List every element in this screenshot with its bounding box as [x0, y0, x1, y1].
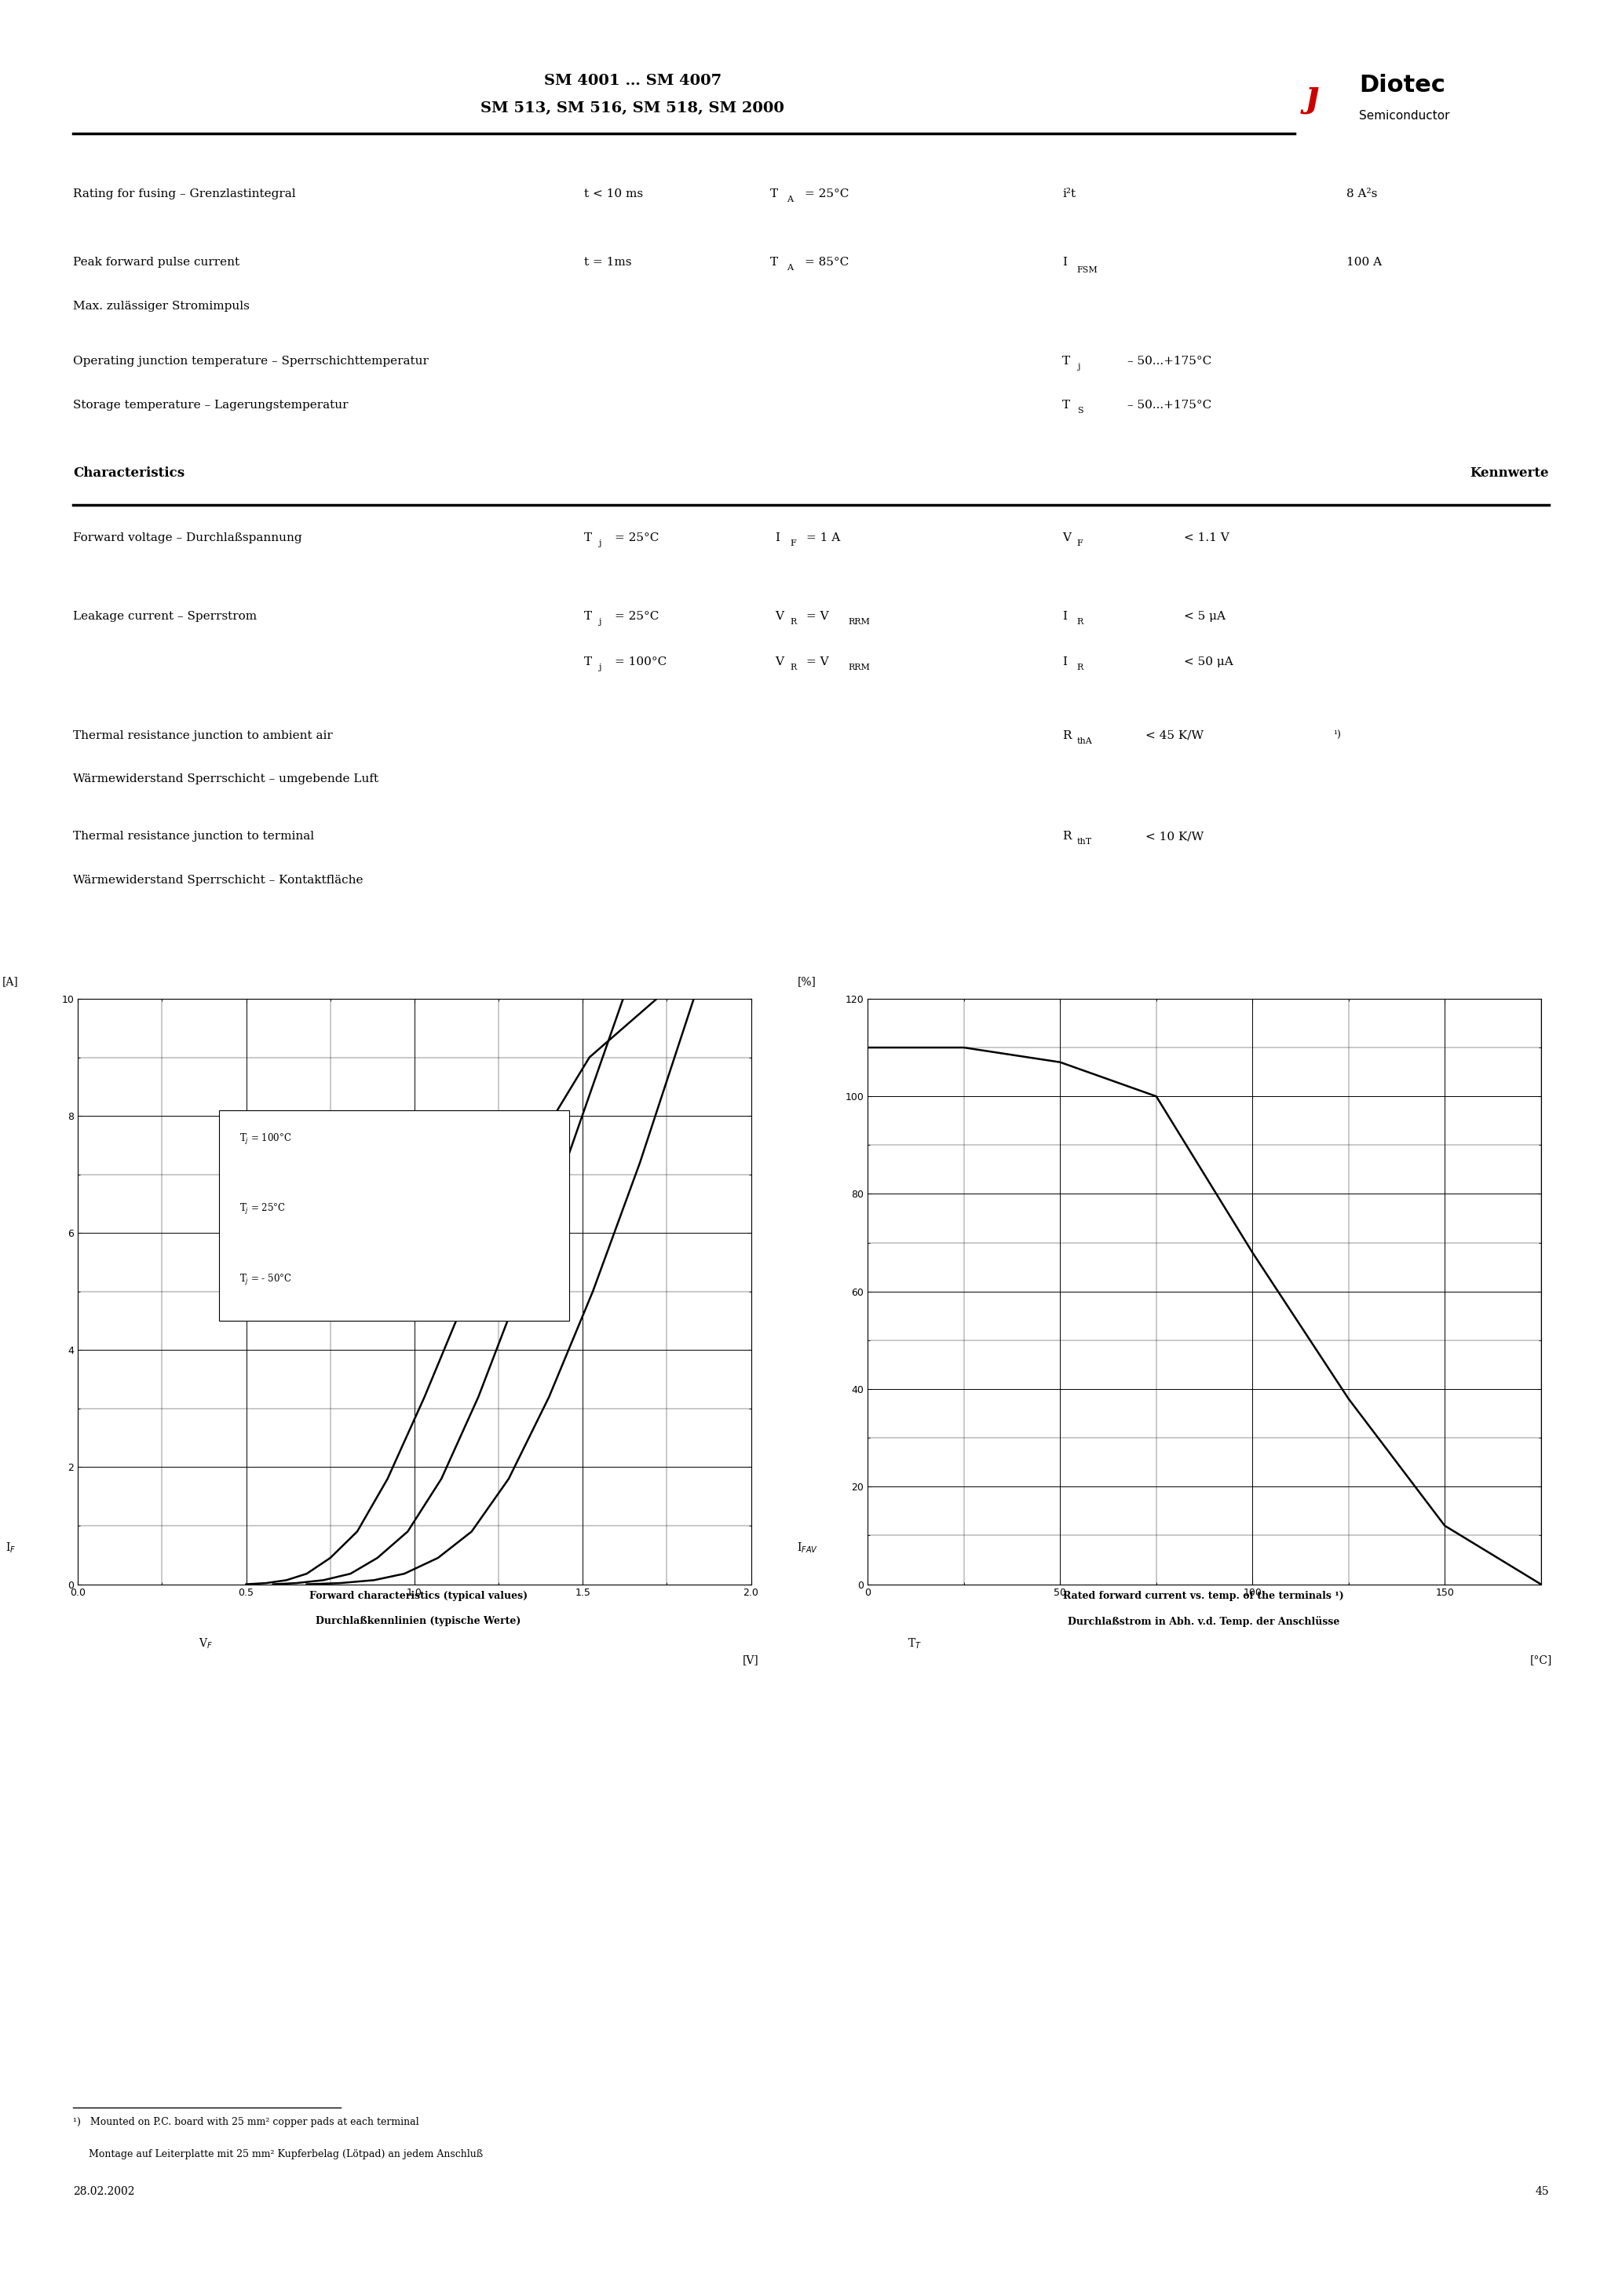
Text: = 1 A: = 1 A	[806, 533, 840, 544]
Text: = 100°C: = 100°C	[615, 657, 667, 668]
Text: thA: thA	[1077, 737, 1093, 744]
Text: 45: 45	[1534, 2186, 1549, 2197]
Text: Wärmewiderstand Sperrschicht – Kontaktfläche: Wärmewiderstand Sperrschicht – Kontaktfl…	[73, 875, 363, 886]
Text: I: I	[1062, 657, 1067, 668]
Text: Rating for fusing – Grenzlastintegral: Rating for fusing – Grenzlastintegral	[73, 188, 295, 200]
Text: V: V	[775, 657, 783, 668]
Text: Montage auf Leiterplatte mit 25 mm² Kupferbelag (Lötpad) an jedem Anschluß: Montage auf Leiterplatte mit 25 mm² Kupf…	[73, 2149, 483, 2158]
Text: RRM: RRM	[848, 664, 869, 670]
Text: T$_j$ = 100°C: T$_j$ = 100°C	[240, 1132, 292, 1146]
Text: SM 513, SM 516, SM 518, SM 2000: SM 513, SM 516, SM 518, SM 2000	[480, 101, 785, 115]
Text: [A]: [A]	[2, 976, 19, 987]
Text: < 5 μA: < 5 μA	[1184, 611, 1226, 622]
Text: Wärmewiderstand Sperrschicht – umgebende Luft: Wärmewiderstand Sperrschicht – umgebende…	[73, 774, 378, 785]
Text: Rated forward current vs. temp. of the terminals ¹): Rated forward current vs. temp. of the t…	[1062, 1591, 1345, 1600]
Text: I$_{FAV}$: I$_{FAV}$	[796, 1541, 817, 1554]
Text: Forward voltage – Durchlaßspannung: Forward voltage – Durchlaßspannung	[73, 533, 302, 544]
Text: T$_j$ = - 50°C: T$_j$ = - 50°C	[240, 1272, 292, 1286]
Text: F: F	[1077, 540, 1083, 546]
Text: RRM: RRM	[848, 618, 869, 625]
Text: Thermal resistance junction to terminal: Thermal resistance junction to terminal	[73, 831, 315, 843]
Text: = 25°C: = 25°C	[615, 611, 659, 622]
Text: Durchlaßkennlinien (typische Werte): Durchlaßkennlinien (typische Werte)	[316, 1616, 521, 1626]
Text: j: j	[599, 540, 602, 546]
Text: A: A	[787, 195, 793, 202]
Text: R: R	[1062, 831, 1072, 843]
Text: T: T	[1062, 400, 1071, 411]
Text: R: R	[790, 664, 796, 670]
Text: I: I	[1062, 257, 1067, 269]
Text: Durchlaßstrom in Abh. v.d. Temp. der Anschlüsse: Durchlaßstrom in Abh. v.d. Temp. der Ans…	[1067, 1616, 1340, 1628]
Text: t = 1ms: t = 1ms	[584, 257, 631, 269]
Text: Kennwerte: Kennwerte	[1470, 466, 1549, 480]
Text: 28.02.2002: 28.02.2002	[73, 2186, 135, 2197]
Text: ¹)   Mounted on P.C. board with 25 mm² copper pads at each terminal: ¹) Mounted on P.C. board with 25 mm² cop…	[73, 2117, 418, 2126]
Text: Forward characteristics (typical values): Forward characteristics (typical values)	[310, 1591, 527, 1600]
Text: Leakage current – Sperrstrom: Leakage current – Sperrstrom	[73, 611, 256, 622]
Text: < 1.1 V: < 1.1 V	[1184, 533, 1229, 544]
Text: ȷ: ȷ	[1306, 78, 1319, 115]
Text: = 85°C: = 85°C	[805, 257, 848, 269]
Text: I$_F$: I$_F$	[5, 1541, 16, 1554]
Text: = 25°C: = 25°C	[615, 533, 659, 544]
Text: Max. zulässiger Stromimpuls: Max. zulässiger Stromimpuls	[73, 301, 250, 312]
Text: = 25°C: = 25°C	[805, 188, 848, 200]
Text: S: S	[1077, 406, 1083, 413]
Text: < 10 K/W: < 10 K/W	[1145, 831, 1204, 843]
Text: T: T	[770, 188, 779, 200]
Text: Peak forward pulse current: Peak forward pulse current	[73, 257, 240, 269]
Text: T: T	[584, 611, 592, 622]
Text: j: j	[599, 618, 602, 625]
Text: – 50...+175°C: – 50...+175°C	[1127, 356, 1212, 367]
Text: T$_j$ = 25°C: T$_j$ = 25°C	[240, 1203, 285, 1217]
Text: Diotec: Diotec	[1359, 73, 1445, 96]
Text: FSM: FSM	[1077, 266, 1098, 273]
Text: = V: = V	[806, 611, 829, 622]
Text: A: A	[787, 264, 793, 271]
Text: I: I	[1062, 611, 1067, 622]
Text: R: R	[1077, 664, 1083, 670]
Text: T$_T$: T$_T$	[908, 1637, 921, 1651]
Text: < 45 K/W: < 45 K/W	[1145, 730, 1204, 742]
Text: j: j	[1077, 363, 1080, 370]
Text: < 50 μA: < 50 μA	[1184, 657, 1233, 668]
Text: R: R	[1077, 618, 1083, 625]
Text: ¹): ¹)	[1333, 730, 1341, 739]
Text: SM 4001 … SM 4007: SM 4001 … SM 4007	[543, 73, 722, 87]
Text: [°C]: [°C]	[1530, 1655, 1552, 1665]
Text: t < 10 ms: t < 10 ms	[584, 188, 642, 200]
Text: [V]: [V]	[743, 1655, 759, 1665]
Text: I: I	[775, 533, 780, 544]
Text: i²t: i²t	[1062, 188, 1075, 200]
Text: Storage temperature – Lagerungstemperatur: Storage temperature – Lagerungstemperatu…	[73, 400, 349, 411]
Text: = V: = V	[806, 657, 829, 668]
Text: Operating junction temperature – Sperrschichttemperatur: Operating junction temperature – Sperrsc…	[73, 356, 428, 367]
Text: T: T	[770, 257, 779, 269]
FancyBboxPatch shape	[219, 1109, 569, 1320]
Text: j: j	[599, 664, 602, 670]
Text: Characteristics: Characteristics	[73, 466, 185, 480]
Text: – 50...+175°C: – 50...+175°C	[1127, 400, 1212, 411]
Text: thT: thT	[1077, 838, 1092, 845]
Text: [%]: [%]	[798, 976, 816, 987]
Text: F: F	[790, 540, 796, 546]
Text: V: V	[775, 611, 783, 622]
Text: 8 A²s: 8 A²s	[1346, 188, 1377, 200]
Text: T: T	[1062, 356, 1071, 367]
Text: 100 A: 100 A	[1346, 257, 1382, 269]
Text: Thermal resistance junction to ambient air: Thermal resistance junction to ambient a…	[73, 730, 333, 742]
Text: Semiconductor: Semiconductor	[1359, 110, 1450, 122]
Text: V: V	[1062, 533, 1071, 544]
Text: T: T	[584, 657, 592, 668]
Text: R: R	[1062, 730, 1072, 742]
Text: R: R	[790, 618, 796, 625]
Text: V$_F$: V$_F$	[198, 1637, 212, 1651]
Text: T: T	[584, 533, 592, 544]
